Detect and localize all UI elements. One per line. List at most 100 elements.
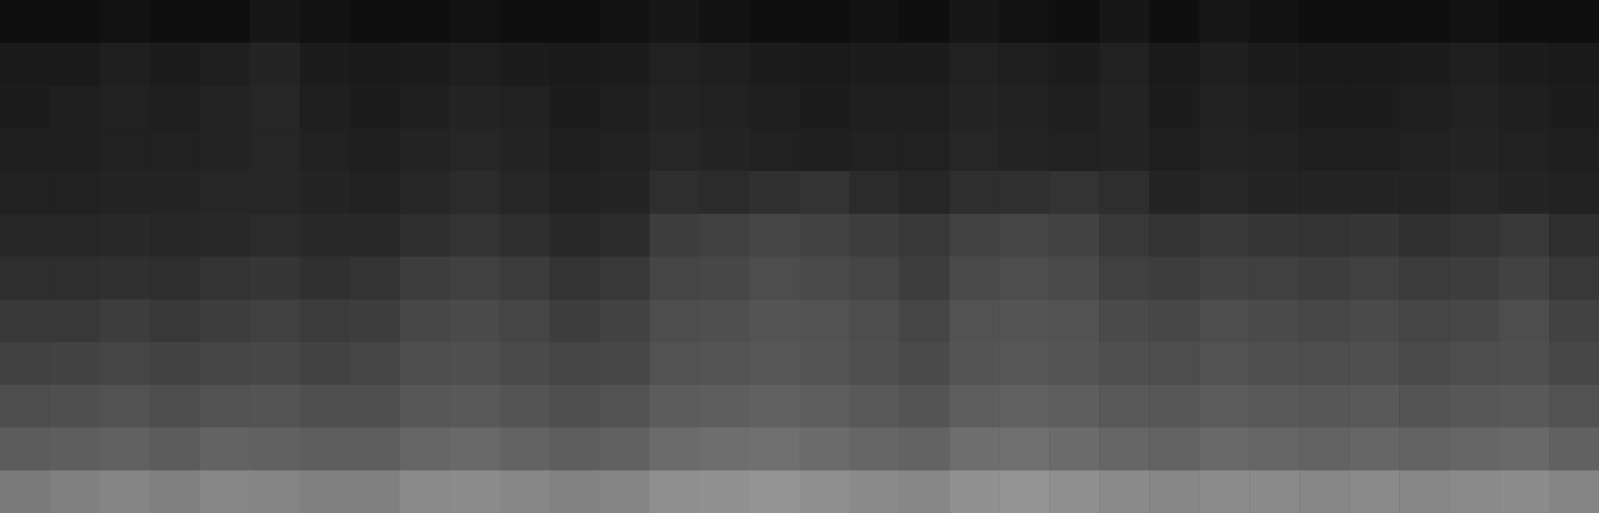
cell: [1099, 257, 1149, 300]
cell: [400, 214, 450, 257]
cell: [800, 128, 850, 171]
cell: [949, 171, 999, 214]
cell: [1199, 128, 1249, 171]
cell: [1099, 171, 1149, 214]
cell: [350, 257, 400, 300]
cell: [300, 214, 350, 257]
cell: [1249, 171, 1299, 214]
cell: [200, 342, 250, 385]
cell: [50, 257, 100, 300]
cell: [100, 385, 150, 428]
cell: [849, 171, 899, 214]
cell: [0, 257, 50, 300]
cell: [700, 257, 750, 300]
cell: [899, 428, 949, 471]
cell: [1499, 171, 1549, 214]
cell: [849, 428, 899, 471]
cell: [949, 257, 999, 300]
cell: [750, 171, 800, 214]
cell: [1449, 171, 1499, 214]
cell: [1299, 299, 1349, 342]
cell: [800, 299, 850, 342]
cell: [650, 214, 700, 257]
cell: [100, 86, 150, 129]
cell: [899, 385, 949, 428]
cell: [250, 299, 300, 342]
cell: [700, 470, 750, 513]
cell: [1549, 86, 1599, 129]
cell: [200, 299, 250, 342]
cell: [800, 43, 850, 86]
cell: [100, 128, 150, 171]
cell: [200, 257, 250, 300]
cell: [849, 342, 899, 385]
cell: [1499, 428, 1549, 471]
cell: [1249, 342, 1299, 385]
cell: [999, 470, 1049, 513]
cell: [450, 299, 500, 342]
cell: [899, 0, 949, 43]
cell: [1049, 299, 1099, 342]
cell: [200, 0, 250, 43]
cell: [1049, 470, 1099, 513]
cell: [200, 128, 250, 171]
cell: [849, 86, 899, 129]
cell: [1099, 470, 1149, 513]
cell: [250, 214, 300, 257]
cell: [750, 257, 800, 300]
cell: [550, 299, 600, 342]
cell: [550, 342, 600, 385]
cell: [750, 470, 800, 513]
cell: [1449, 257, 1499, 300]
cell: [300, 0, 350, 43]
cell: [200, 470, 250, 513]
cell: [1149, 128, 1199, 171]
cell: [1449, 43, 1499, 86]
cell: [300, 128, 350, 171]
cell: [800, 0, 850, 43]
cell: [350, 171, 400, 214]
cell: [1349, 0, 1399, 43]
cell: [1299, 43, 1349, 86]
cell: [600, 257, 650, 300]
cell: [1149, 385, 1199, 428]
cell: [1299, 470, 1349, 513]
cell: [750, 0, 800, 43]
cell: [1149, 342, 1199, 385]
cell: [700, 128, 750, 171]
cell: [999, 385, 1049, 428]
cell: [300, 385, 350, 428]
cell: [1499, 299, 1549, 342]
cell: [750, 385, 800, 428]
cell: [250, 257, 300, 300]
cell: [1449, 0, 1499, 43]
cell: [50, 128, 100, 171]
cell: [849, 128, 899, 171]
cell: [1049, 385, 1099, 428]
cell: [1199, 214, 1249, 257]
cell: [600, 128, 650, 171]
cell: [200, 385, 250, 428]
cell: [1299, 0, 1349, 43]
cell: [100, 171, 150, 214]
cell: [949, 428, 999, 471]
cell: [50, 86, 100, 129]
cell: [1549, 385, 1599, 428]
cell: [400, 0, 450, 43]
cell: [1049, 257, 1099, 300]
cell: [350, 342, 400, 385]
cell: [50, 171, 100, 214]
cell: [1399, 299, 1449, 342]
cell: [1399, 0, 1449, 43]
cell: [450, 257, 500, 300]
cell: [1199, 428, 1249, 471]
cell: [1349, 342, 1399, 385]
cell: [1199, 299, 1249, 342]
cell: [250, 342, 300, 385]
cell: [999, 299, 1049, 342]
cell: [550, 428, 600, 471]
cell: [50, 385, 100, 428]
cell: [1499, 43, 1549, 86]
cell: [849, 299, 899, 342]
cell: [1499, 385, 1549, 428]
